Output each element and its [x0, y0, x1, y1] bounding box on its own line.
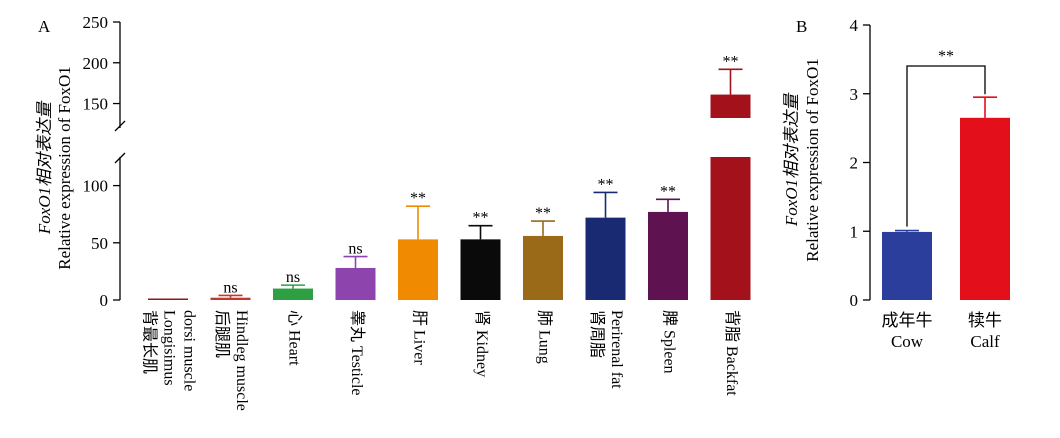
- panel-a-significance: **: [660, 183, 676, 200]
- panel-a-significance: **: [473, 210, 489, 227]
- panel-a-category-label: 肾 Kidney: [473, 310, 491, 377]
- panel-a-bar: [460, 239, 501, 300]
- panel-a-letter: A: [38, 17, 51, 36]
- panel-a-significance: ns: [286, 269, 300, 286]
- panel-a-category-label: Perirenal fat: [608, 310, 625, 389]
- panel-a-bar: [648, 211, 688, 300]
- panel-b-ylabel-line2: Relative expression of FoxO1: [803, 58, 822, 262]
- panel-a-category-label: 背脂 Backfat: [723, 310, 741, 396]
- panel-a-category-label: Hindleg muscle: [233, 310, 250, 411]
- panel-a-bar: [273, 288, 313, 300]
- panel-a-axis-break-mark: [114, 120, 126, 132]
- panel-a-bar: [210, 297, 251, 300]
- panel-a-category-label: 肾周脂: [588, 310, 606, 358]
- panel-b-bars: **: [882, 48, 1010, 300]
- panel-a-bar: [148, 298, 188, 300]
- panel-b-ticks: 0 1 2 3 4: [850, 16, 870, 310]
- panel-a-significance: **: [535, 205, 551, 222]
- panel-a-ylabel-line2: Relative expression of FoxO1: [55, 66, 74, 270]
- panel-b-y-tick-label: 4: [850, 16, 859, 35]
- panel-b-comparison-bracket: [906, 65, 986, 227]
- panel-b-significance: **: [938, 48, 954, 65]
- panel-b: B 0 1 2 3 4 FoxO1相对表达量 Relative expression o…: [782, 16, 1010, 351]
- panel-b-y-tick-label: 1: [850, 222, 859, 241]
- panel-a-bar: [523, 235, 563, 300]
- panel-a-category-label: 脾 Spleen: [660, 310, 678, 374]
- panel-a-category-label: Longisimus: [160, 310, 177, 386]
- panel-b-letter: B: [796, 17, 807, 36]
- panel-a-significance: **: [410, 190, 426, 207]
- panel-a-significance: **: [723, 53, 739, 70]
- panel-a-significance: ns: [223, 279, 237, 296]
- panel-a-bar: [398, 239, 438, 300]
- panel-b-y-tick-label: 2: [850, 154, 859, 173]
- panel-a-category-label: dorsi muscle: [180, 310, 197, 391]
- panel-b-category-label-en: Cow: [891, 332, 924, 351]
- panel-b-y-tick-label: 3: [850, 85, 859, 104]
- panel-b-y-tick-label: 0: [850, 291, 859, 310]
- panel-a-y-tick-label: 50: [91, 234, 108, 253]
- panel-a-bar: [710, 157, 751, 300]
- panel-b-bar: [882, 231, 932, 300]
- panel-a-category-label: 心 Heart: [285, 310, 303, 366]
- panel-b-category-label-zh: 犊牛: [968, 311, 1002, 330]
- panel-b-bar: [960, 117, 1010, 300]
- panel-a-category-label: 肺 Lung: [535, 310, 553, 364]
- panel-b-category-label-en: Calf: [970, 332, 1000, 351]
- panel-a-ticks: 0 50 100 150 200 250: [83, 13, 120, 310]
- panel-a-y-tick-label: 200: [83, 54, 109, 73]
- panel-a-bar: [335, 267, 376, 300]
- panel-b-category-labels: 成年牛 Cow 犊牛 Calf: [882, 311, 1003, 351]
- panel-a-bars: ns ns ns ** ** ** ** ** **: [148, 53, 751, 300]
- panel-a-y-tick-label: 0: [100, 291, 109, 310]
- panel-a-y-tick-label: 100: [83, 177, 109, 196]
- panel-b-ylabel-line1: FoxO1相对表达量: [782, 92, 801, 227]
- panel-a-significance: ns: [348, 241, 362, 258]
- panel-a-significance: **: [598, 176, 614, 193]
- panel-a-category-label: 肝 Liver: [410, 310, 428, 365]
- panel-a-bar: [585, 217, 626, 300]
- panel-a-y-tick-label: 250: [83, 13, 109, 32]
- panel-a-category-label: 背最长肌: [140, 310, 158, 374]
- panel-a-y-tick-label: 150: [83, 95, 109, 114]
- panel-b-category-label-zh: 成年牛: [882, 311, 933, 330]
- panel-a-ylabel-line1: FoxO1相对表达量: [35, 100, 54, 235]
- panel-a-bar: [710, 94, 751, 118]
- panel-a: A 0 50 100 150 200 250 FoxO1相对表达量 Relative ex…: [35, 13, 751, 411]
- panel-a-category-labels: 背最长肌 Longisimus dorsi muscle 后腿肌 Hindleg mus…: [140, 310, 741, 411]
- panel-a-axis-break-mark: [114, 152, 126, 164]
- panel-a-category-label: 后腿肌: [213, 310, 231, 358]
- panel-a-category-label: 睾丸 Testicle: [348, 310, 366, 396]
